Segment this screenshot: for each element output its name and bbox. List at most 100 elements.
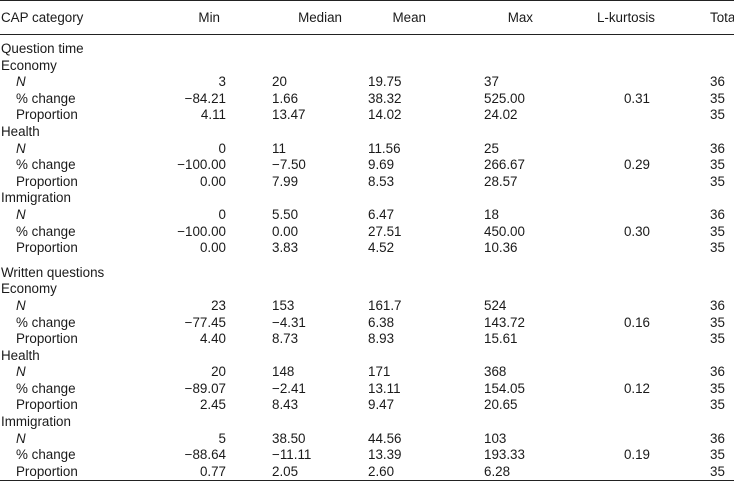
row-label: N bbox=[16, 140, 26, 156]
cell-mean: 13.11 bbox=[368, 380, 401, 396]
section-row: Question time bbox=[0, 35, 734, 58]
cell-median: 8.73 bbox=[272, 331, 299, 347]
header-l-kurtosis: L-kurtosis bbox=[560, 0, 680, 35]
table-row: % change −100.00 0.00 27.51 450.00 0.30 35 bbox=[0, 224, 734, 241]
cell-l-kurtosis: 0.29 bbox=[623, 157, 650, 173]
cell-total: 35 bbox=[710, 447, 725, 463]
table-header: CAP category Min Median Mean Max L-kurto… bbox=[0, 0, 734, 35]
cell-max: 25 bbox=[484, 140, 499, 156]
cell-total: 35 bbox=[710, 397, 725, 413]
cell-median: 153 bbox=[272, 297, 295, 313]
cell-l-kurtosis bbox=[560, 431, 680, 448]
cell-median: 0.00 bbox=[272, 223, 299, 239]
cell-median: 2.05 bbox=[248, 463, 344, 482]
row-label: N bbox=[16, 206, 26, 222]
cell-max: 6.28 bbox=[448, 463, 560, 482]
cell-mean: 4.52 bbox=[368, 240, 395, 256]
cell-total: 35 bbox=[710, 314, 725, 330]
cell-total: 35 bbox=[710, 240, 725, 256]
cell-mean: 8.93 bbox=[368, 331, 395, 347]
group-row: Health bbox=[0, 348, 734, 365]
table-row: N 23 153 161.7 524 36 bbox=[0, 298, 734, 315]
cell-mean: 13.39 bbox=[368, 447, 402, 463]
cell-max: 103 bbox=[484, 430, 507, 446]
cell-total: 35 bbox=[710, 90, 725, 106]
table-row: N 0 5.50 6.47 18 36 bbox=[0, 207, 734, 224]
cell-l-kurtosis bbox=[560, 240, 680, 257]
group-title: Immigration bbox=[1, 414, 71, 430]
table-row: N 0 11 11.56 25 36 bbox=[0, 141, 734, 158]
row-label: N bbox=[16, 430, 26, 446]
cell-min: −88.64 bbox=[184, 447, 226, 463]
cell-min: −84.21 bbox=[184, 90, 226, 106]
row-label: Proportion bbox=[16, 397, 78, 413]
cell-max: 368 bbox=[484, 364, 507, 380]
cell-l-kurtosis: 0.30 bbox=[623, 223, 650, 239]
cell-median: −4.31 bbox=[272, 314, 306, 330]
cell-l-kurtosis: 0.31 bbox=[623, 90, 650, 106]
cell-l-kurtosis bbox=[560, 331, 680, 348]
cell-total: 36 bbox=[710, 74, 725, 90]
cell-max: 266.67 bbox=[484, 157, 525, 173]
cell-max: 10.36 bbox=[484, 240, 518, 256]
group-row: Immigration bbox=[0, 414, 734, 431]
row-label: % change bbox=[16, 90, 76, 106]
cell-mean: 171 bbox=[368, 364, 391, 380]
cell-min: 0.00 bbox=[199, 240, 226, 256]
cell-min: 23 bbox=[211, 297, 226, 313]
row-label: Proportion bbox=[16, 107, 78, 123]
cell-min: 2.45 bbox=[199, 397, 226, 413]
cell-median: −2.41 bbox=[272, 380, 306, 396]
cell-total: 36 bbox=[710, 206, 725, 222]
cell-total: 35 bbox=[710, 223, 725, 239]
cell-max: 20.65 bbox=[484, 397, 518, 413]
cell-min: 3 bbox=[218, 74, 226, 90]
cell-l-kurtosis bbox=[560, 364, 680, 381]
cell-median: 20 bbox=[272, 74, 287, 90]
cell-l-kurtosis bbox=[560, 298, 680, 315]
cell-max: 524 bbox=[484, 297, 507, 313]
group-title: Immigration bbox=[1, 190, 71, 206]
cell-mean: 6.47 bbox=[368, 206, 395, 222]
cell-max: 193.33 bbox=[484, 447, 525, 463]
cell-mean: 14.02 bbox=[368, 107, 402, 123]
header-cap-category: CAP category bbox=[0, 0, 120, 35]
cell-total: 35 bbox=[710, 107, 725, 123]
cell-mean: 6.38 bbox=[368, 314, 395, 330]
cell-min: 4.40 bbox=[199, 331, 226, 347]
cell-min: 0 bbox=[218, 140, 226, 156]
cell-median: 1.66 bbox=[272, 90, 299, 106]
header-total: Total bbox=[680, 0, 734, 35]
cell-min: 5 bbox=[218, 430, 226, 446]
cell-median: 7.99 bbox=[272, 173, 299, 189]
cell-max: 37 bbox=[484, 74, 499, 90]
cell-min: −100.00 bbox=[177, 223, 226, 239]
cell-total: 35 bbox=[710, 380, 725, 396]
cell-mean: 19.75 bbox=[368, 74, 402, 90]
cell-total: 36 bbox=[710, 430, 725, 446]
cell-mean: 9.69 bbox=[368, 157, 395, 173]
cell-total: 36 bbox=[710, 297, 725, 313]
row-label: % change bbox=[16, 447, 76, 463]
table-row: N 3 20 19.75 37 36 bbox=[0, 74, 734, 91]
cell-min: 0.77 bbox=[120, 463, 248, 482]
cell-max: 15.61 bbox=[484, 331, 518, 347]
cell-l-kurtosis bbox=[560, 207, 680, 224]
cell-total: 35 bbox=[710, 157, 725, 173]
row-label: % change bbox=[16, 223, 76, 239]
row-label: N bbox=[16, 74, 26, 90]
cell-median: 5.50 bbox=[272, 206, 299, 222]
row-label: N bbox=[16, 364, 26, 380]
header-mean: Mean bbox=[344, 0, 448, 35]
cell-l-kurtosis: 0.16 bbox=[623, 314, 650, 330]
table-row: % change −84.21 1.66 38.32 525.00 0.31 35 bbox=[0, 91, 734, 108]
table-row: Proportion 4.40 8.73 8.93 15.61 35 bbox=[0, 331, 734, 348]
row-label: Proportion bbox=[0, 463, 120, 482]
cell-total: 35 bbox=[710, 173, 725, 189]
cell-total: 35 bbox=[680, 463, 734, 482]
cell-min: 20 bbox=[211, 364, 226, 380]
cell-l-kurtosis bbox=[560, 141, 680, 158]
group-title: Economy bbox=[1, 281, 57, 297]
cell-min: 0 bbox=[218, 206, 226, 222]
